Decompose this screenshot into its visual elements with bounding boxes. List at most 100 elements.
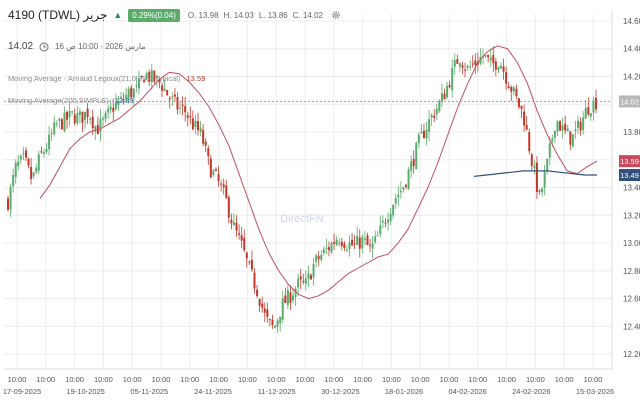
indicator-sma[interactable]: Moving Average(200,SIMPLE) 13.49	[8, 96, 134, 105]
candle-body	[358, 237, 361, 249]
candle-body	[274, 325, 277, 328]
candle-body	[12, 175, 15, 187]
chart-grid	[4, 14, 612, 368]
candle-body	[351, 239, 354, 246]
chart-header: 4190 (TDWL) جرير ▲ 0.29%(0.04) O. 13.98 …	[8, 5, 341, 25]
x-time-label: 10:00	[209, 375, 228, 384]
candle-body	[76, 113, 79, 124]
candle-body	[435, 108, 438, 115]
candle-body	[381, 220, 384, 223]
candle-body	[166, 89, 169, 96]
candle-body	[161, 85, 164, 91]
candle-body	[538, 190, 541, 192]
candle-body	[63, 112, 66, 132]
candle-body	[189, 116, 192, 118]
candle-body	[556, 121, 559, 132]
candle-body	[369, 244, 372, 246]
candle-body	[579, 121, 582, 131]
candle-body	[374, 236, 377, 243]
high-value: H. 14.03	[223, 10, 254, 20]
candle-body	[7, 198, 9, 210]
candle-body	[384, 222, 387, 224]
x-time-label: 10:00	[36, 375, 55, 384]
candle-body	[94, 126, 97, 132]
candle-body	[40, 151, 43, 153]
candle-body	[559, 121, 562, 131]
candle-body	[446, 85, 449, 98]
candle-body	[548, 143, 551, 158]
y-tick-label: 14.20	[623, 72, 640, 81]
x-time-label: 10:00	[440, 375, 459, 384]
x-date-label: 17-09-2025	[3, 387, 41, 396]
candle-body	[114, 102, 117, 110]
candle-body	[407, 169, 410, 189]
candle-body	[466, 66, 469, 68]
candle-body	[53, 122, 56, 135]
x-time-label: 10:00	[123, 375, 142, 384]
candle-body	[566, 128, 569, 132]
candle-body	[163, 88, 166, 91]
candle-body	[153, 70, 156, 82]
candle-body	[186, 115, 189, 118]
candle-body	[461, 65, 464, 68]
candle-body	[471, 63, 474, 65]
candle-body	[32, 172, 35, 177]
candle-body	[587, 107, 590, 115]
candle-body	[577, 120, 580, 128]
candle-body	[510, 87, 513, 92]
candle-body	[60, 119, 63, 130]
candle-body	[379, 225, 382, 235]
candle-body	[289, 292, 292, 303]
timestamp: 16 مارس 2026 - 10:00 ص	[55, 42, 146, 51]
candle-body	[230, 219, 233, 224]
candle-body	[9, 186, 12, 210]
candle-body	[315, 255, 318, 262]
indicator-alma[interactable]: Moving Average - Arnaud Legoux(21,0.85,6…	[8, 74, 205, 83]
candle-body	[553, 130, 556, 138]
candle-body	[497, 67, 500, 71]
candle-body	[209, 158, 212, 178]
candle-body	[574, 129, 577, 131]
candle-body	[348, 242, 351, 250]
y-tick-label: 13.00	[623, 239, 640, 248]
candle-body	[66, 111, 69, 120]
candle-body	[541, 188, 544, 193]
indicator-sma-value: 13.49	[114, 96, 134, 105]
candle-body	[132, 88, 135, 98]
candle-body	[99, 118, 102, 132]
change-badge: 0.29%(0.04)	[128, 8, 180, 22]
candle-body	[202, 129, 205, 144]
y-tick-label: 12.20	[623, 350, 640, 359]
gear-icon[interactable]	[331, 10, 341, 20]
candle-body	[479, 56, 482, 64]
candle-body	[410, 161, 413, 171]
candle-body	[297, 278, 300, 288]
indicator-alma-value: 13.59	[186, 74, 206, 83]
candle-body	[551, 138, 554, 142]
candle-body	[30, 167, 33, 180]
candle-body	[145, 73, 148, 80]
candle-body	[225, 185, 228, 198]
candle-body	[130, 87, 133, 98]
candle-body	[317, 256, 320, 259]
candle-body	[520, 105, 523, 109]
x-time-label: 10:00	[353, 375, 372, 384]
candle-body	[399, 190, 402, 193]
x-time-label: 10:00	[238, 375, 257, 384]
candle-body	[168, 98, 171, 100]
x-time-label: 10:00	[584, 375, 603, 384]
candle-body	[71, 111, 74, 113]
candle-body	[361, 236, 364, 249]
candle-body	[487, 54, 490, 58]
price-tag-alma	[619, 155, 640, 168]
x-time-label: 10:00	[8, 375, 27, 384]
candle-body	[84, 111, 87, 120]
candle-body	[222, 184, 225, 188]
candle-body	[48, 134, 51, 150]
candle-body	[404, 184, 407, 187]
candle-body	[240, 235, 243, 241]
candle-body	[451, 67, 454, 91]
candle-body	[564, 123, 567, 131]
y-tick-label: 13.80	[623, 128, 640, 137]
